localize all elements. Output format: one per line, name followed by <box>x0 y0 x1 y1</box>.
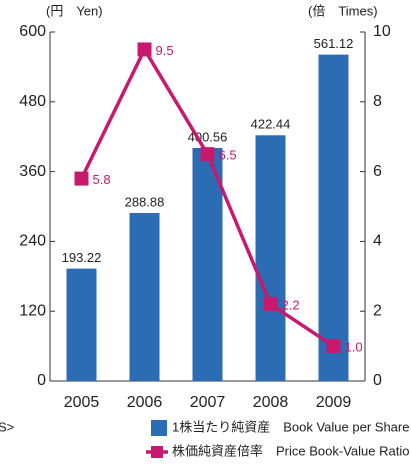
legend-swatch <box>151 420 167 436</box>
x-tick-label: 2007 <box>190 394 226 411</box>
y2-unit-label: (倍 Times) <box>308 3 378 18</box>
y-tick-label: 360 <box>19 163 46 180</box>
y-tick-label: 600 <box>19 23 46 40</box>
line-value-label: 1.0 <box>345 340 363 355</box>
bar-value-label: 288.88 <box>125 194 165 209</box>
bar <box>192 148 223 381</box>
line-marker <box>200 147 215 162</box>
legend-label: 1株当たり純資産 Book Value per Share <BPS> <box>172 419 411 434</box>
bar <box>318 54 349 381</box>
legend-fragment: S> <box>0 419 14 434</box>
y2-tick-label: 4 <box>373 233 382 250</box>
line-value-label: 6.5 <box>219 148 237 163</box>
y-tick-label: 0 <box>37 372 46 389</box>
line-marker <box>137 42 152 57</box>
y2-tick-label: 10 <box>373 23 391 40</box>
y2-tick-label: 6 <box>373 163 382 180</box>
x-tick-label: 2008 <box>253 394 289 411</box>
legend-swatch <box>151 446 163 458</box>
bar-value-label: 422.44 <box>251 117 291 132</box>
y-tick-label: 120 <box>19 302 46 319</box>
line-marker <box>326 339 341 354</box>
x-tick-label: 2006 <box>127 394 163 411</box>
y-unit-label: (円 Yen) <box>46 3 103 18</box>
bar <box>66 268 97 381</box>
y-tick-label: 240 <box>19 233 46 250</box>
bar <box>129 212 160 381</box>
line-marker <box>263 297 278 312</box>
bar <box>255 135 286 381</box>
x-tick-label: 2005 <box>64 394 100 411</box>
line-marker <box>74 171 89 186</box>
line-value-label: 5.8 <box>93 172 111 187</box>
x-tick-label: 2009 <box>316 394 352 411</box>
line-value-label: 9.5 <box>156 43 174 58</box>
bar-value-label: 193.22 <box>62 250 102 265</box>
y-tick-label: 480 <box>19 93 46 110</box>
line-value-label: 2.2 <box>282 298 300 313</box>
y2-tick-label: 8 <box>373 93 382 110</box>
y2-tick-label: 2 <box>373 302 382 319</box>
bar-value-label: 561.12 <box>314 36 354 51</box>
y2-tick-label: 0 <box>373 372 382 389</box>
legend-label: 株価純資産倍率 Price Book-Value Ratio <PBR> <box>172 443 411 458</box>
